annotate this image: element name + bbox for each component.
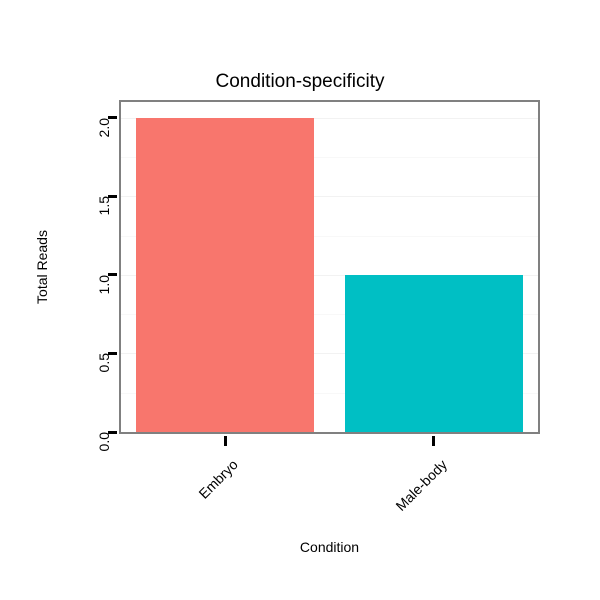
- x-axis-tick: [224, 436, 227, 446]
- gridline-major: [121, 353, 538, 354]
- x-axis-title: Condition: [299, 539, 360, 555]
- y-axis-tick-label: 1.5: [96, 196, 112, 216]
- y-axis-tick: [108, 431, 117, 434]
- y-axis-title-container: Total Reads: [33, 100, 51, 434]
- gridline-minor: [121, 314, 538, 315]
- gridline-minor: [121, 393, 538, 394]
- x-axis-tick-label: Male-body: [392, 456, 450, 514]
- y-axis-tick-label-container: 0.0: [62, 425, 112, 451]
- gridline-major: [121, 196, 538, 197]
- bar-embryo: [136, 118, 314, 432]
- y-axis-tick-label: 2.0: [96, 118, 112, 138]
- y-axis-tick-label: 0.0: [96, 432, 112, 452]
- y-axis-tick: [108, 352, 117, 355]
- y-axis-tick: [108, 116, 117, 119]
- y-axis-tick-label-container: 0.5: [62, 346, 112, 372]
- plot-panel-inner: [121, 102, 538, 432]
- x-axis-tick: [432, 436, 435, 446]
- gridline-major: [121, 275, 538, 276]
- y-axis-title: Total Reads: [34, 230, 50, 304]
- y-axis-tick-label-container: 1.5: [62, 189, 112, 215]
- y-axis-tick-label: 1.0: [96, 275, 112, 295]
- gridline-major: [121, 118, 538, 119]
- y-axis-tick-label-container: 2.0: [62, 111, 112, 137]
- y-axis-tick-label-container: 1.0: [62, 268, 112, 294]
- chart-title: Condition-specificity: [215, 71, 385, 92]
- y-axis-tick: [108, 273, 117, 276]
- gridline-minor: [121, 157, 538, 158]
- y-axis-tick-label: 0.5: [96, 353, 112, 373]
- gridline-minor: [121, 236, 538, 237]
- plot-panel: [119, 100, 540, 434]
- bar-male-body: [345, 275, 523, 432]
- x-axis-tick-label: Embryo: [195, 456, 241, 502]
- y-axis-tick: [108, 195, 117, 198]
